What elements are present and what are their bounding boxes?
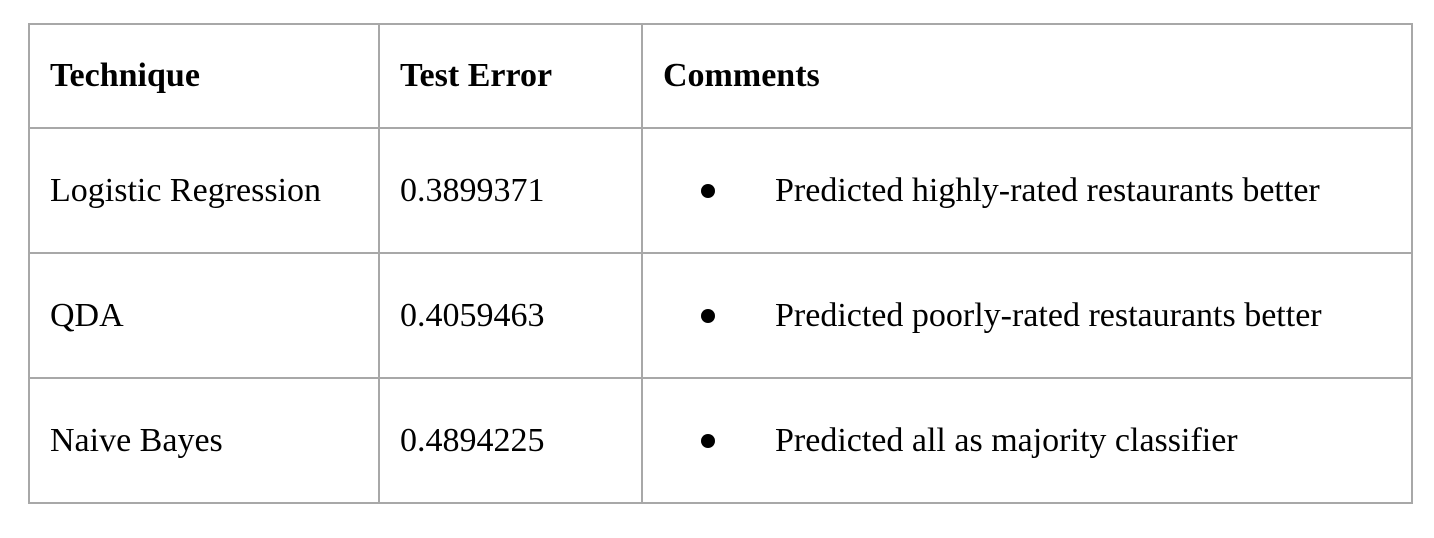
test-error-cell: 0.3899371 [378,127,643,254]
header-comments-label: Comments [663,57,820,94]
technique-cell: Naive Bayes [28,377,380,504]
bullet-icon [701,433,715,448]
technique-text: QDA [50,296,124,334]
bullet-icon [701,183,715,198]
table-row: Naive Bayes 0.4894225 Predicted all as m… [28,377,1413,504]
test-error-cell: 0.4059463 [378,252,643,379]
comment-list-item: Predicted all as majority classifier [643,421,1411,459]
test-error-text: 0.4894225 [400,421,545,459]
table-row: QDA 0.4059463 Predicted poorly-rated res… [28,252,1413,379]
comment-cell: Predicted poorly-rated restaurants bette… [641,252,1413,379]
header-technique: Technique [28,23,380,129]
results-table: Technique Test Error Comments Logistic R… [28,23,1413,504]
comment-cell: Predicted all as majority classifier [641,377,1413,504]
technique-cell: QDA [28,252,380,379]
comment-text: Predicted highly-rated restaurants bette… [775,171,1320,209]
header-test-error-label: Test Error [400,57,553,94]
header-technique-label: Technique [50,57,200,94]
header-comments: Comments [641,23,1413,129]
bullet-icon [701,308,715,323]
technique-text: Naive Bayes [50,421,223,459]
comment-cell: Predicted highly-rated restaurants bette… [641,127,1413,254]
technique-cell: Logistic Regression [28,127,380,254]
comment-text: Predicted poorly-rated restaurants bette… [775,296,1322,334]
comment-list-item: Predicted highly-rated restaurants bette… [643,171,1411,209]
test-error-cell: 0.4894225 [378,377,643,504]
comment-text: Predicted all as majority classifier [775,421,1238,459]
header-test-error: Test Error [378,23,643,129]
table-row: Logistic Regression 0.3899371 Predicted … [28,127,1413,254]
test-error-text: 0.3899371 [400,171,545,209]
comment-list-item: Predicted poorly-rated restaurants bette… [643,296,1411,334]
test-error-text: 0.4059463 [400,296,545,334]
technique-text: Logistic Regression [50,171,322,209]
table-header-row: Technique Test Error Comments [28,23,1413,129]
